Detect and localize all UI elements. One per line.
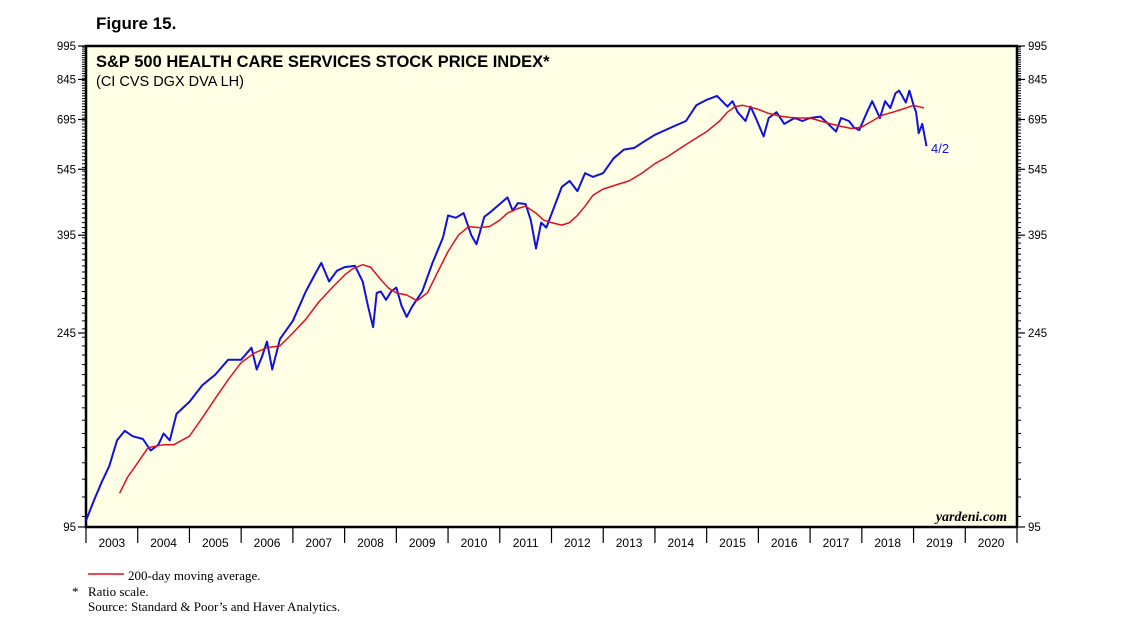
- x-tick-label: 2017: [823, 536, 850, 550]
- y-tick-label-left: 995: [57, 41, 76, 53]
- x-tick-label: 2010: [461, 536, 488, 550]
- source-note: Source: Standard & Poor’s and Haver Anal…: [88, 599, 341, 614]
- y-tick-label-left: 695: [57, 114, 76, 126]
- chart-title: S&P 500 HEALTH CARE SERVICES STOCK PRICE…: [96, 53, 550, 71]
- x-tick-label: 2007: [305, 536, 332, 550]
- watermark: yardeni.com: [934, 510, 1007, 525]
- end-date-annotation: 4/2: [931, 141, 949, 156]
- moving-average-line: [118, 104, 925, 494]
- figure-label: Figure 15.: [96, 14, 177, 33]
- x-tick-label: 2009: [409, 536, 436, 550]
- y-tick-label-right: 245: [1028, 328, 1047, 340]
- y-tick-label-right: 695: [1028, 114, 1047, 126]
- x-tick-label: 2004: [150, 536, 177, 550]
- x-tick-label: 2020: [978, 536, 1005, 550]
- y-tick-label-right: 95: [1028, 522, 1041, 534]
- y-tick-label-right: 395: [1028, 230, 1047, 242]
- x-tick-label: 2014: [667, 536, 694, 550]
- x-tick-label: 2003: [99, 536, 126, 550]
- x-tick-label: 2015: [719, 536, 746, 550]
- y-tick-label-left: 95: [63, 522, 76, 534]
- y-tick-label-right: 545: [1028, 164, 1047, 176]
- footnote-marker: *: [72, 584, 79, 599]
- x-tick-label: 2011: [513, 536, 539, 550]
- y-tick-label-left: 395: [57, 230, 76, 242]
- x-tick-label: 2016: [771, 536, 798, 550]
- x-tick-label: 2018: [874, 536, 901, 550]
- x-tick-label: 2006: [254, 536, 281, 550]
- price-series-line: [85, 89, 928, 521]
- x-tick-label: 2008: [357, 536, 384, 550]
- legend-ma-label: 200-day moving average.: [128, 568, 261, 583]
- y-tick-label-left: 245: [57, 328, 76, 340]
- y-tick-label-left: 845: [57, 74, 76, 86]
- y-tick-label-right: 845: [1028, 74, 1047, 86]
- footnote-text: Ratio scale.: [88, 584, 149, 599]
- x-tick-label: 2019: [926, 536, 953, 550]
- x-tick-label: 2005: [202, 536, 229, 550]
- y-tick-label-right: 995: [1028, 41, 1047, 53]
- y-tick-label-left: 545: [57, 164, 76, 176]
- chart-subtitle: (CI CVS DGX DVA LH): [96, 74, 244, 90]
- x-tick-label: 2012: [564, 536, 591, 550]
- x-tick-label: 2013: [616, 536, 643, 550]
